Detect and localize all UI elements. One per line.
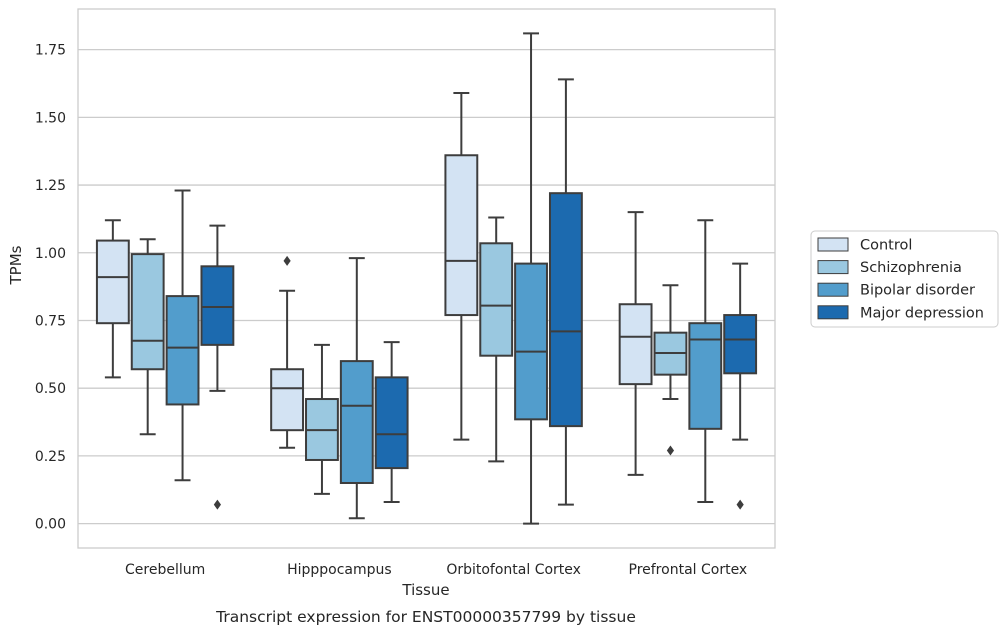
box-schizophrenia — [479, 216, 514, 463]
chart-caption: Transcript expression for ENST0000035779… — [215, 608, 636, 626]
legend-label: Control — [860, 238, 912, 254]
x-tick-label: Cerebellum — [125, 562, 205, 578]
box-iqr — [514, 262, 548, 421]
box-iqr — [548, 192, 583, 428]
box-iqr — [374, 376, 409, 470]
outlier-point — [283, 255, 291, 266]
y-tick-label: 1.25 — [35, 178, 66, 194]
box-control — [444, 91, 479, 441]
legend-swatch — [817, 282, 849, 297]
legend-label: Bipolar disorder — [860, 283, 975, 299]
box-schizophrenia — [653, 284, 688, 456]
box-major-depression — [374, 341, 409, 503]
box-iqr — [270, 368, 305, 432]
box-iqr — [444, 154, 479, 317]
y-tick-label: 0.00 — [35, 517, 66, 533]
x-tick-label: Orbitofontal Cortex — [446, 562, 581, 578]
box-control — [95, 219, 130, 379]
legend-swatch — [817, 260, 849, 275]
y-tick-label: 1.00 — [35, 246, 66, 262]
y-axis-label: TPMs — [7, 245, 25, 285]
outlier-point — [736, 499, 744, 510]
box-iqr — [200, 265, 235, 346]
box-iqr — [130, 253, 165, 371]
legend: Control Schizophrenia Bipolar disorder Majo… — [810, 230, 999, 328]
box-schizophrenia — [305, 343, 339, 495]
box-iqr — [95, 239, 130, 325]
box-bipolar-disorder — [514, 32, 548, 525]
box-control — [618, 211, 653, 476]
y-tick-label: 0.75 — [35, 313, 66, 329]
outlier-point — [213, 499, 221, 510]
box-groups — [95, 32, 758, 525]
box-control — [270, 255, 305, 449]
box-major-depression — [200, 224, 235, 510]
outlier-point — [666, 445, 675, 456]
y-tick-labels: 0.00 0.25 0.50 0.75 1.00 1.25 1.50 1.75 — [35, 43, 66, 533]
x-tick-label: Prefrontal Cortex — [629, 562, 748, 578]
box-bipolar-disorder — [688, 219, 723, 503]
box-major-depression — [723, 262, 758, 510]
y-tick-label: 1.75 — [35, 43, 66, 59]
y-tick-label: 0.50 — [35, 381, 66, 397]
x-tick-label: Hipppocampus — [287, 562, 392, 578]
legend-frame — [810, 230, 999, 328]
box-iqr — [339, 360, 374, 484]
box-schizophrenia — [130, 238, 165, 436]
box-iqr — [479, 242, 514, 357]
plot-frame — [77, 8, 776, 549]
box-iqr — [688, 322, 723, 430]
box-iqr — [165, 295, 200, 406]
y-tick-label: 0.25 — [35, 449, 66, 465]
box-iqr — [618, 303, 653, 386]
legend-swatch — [817, 237, 849, 252]
legend-label: Major depression — [860, 305, 984, 321]
box-major-depression — [548, 78, 583, 506]
x-axis-label: Tissue — [401, 581, 449, 599]
legend-label: Schizophrenia — [860, 260, 962, 276]
x-tick-labels: Cerebellum Hipppocampus Orbitofontal Corte… — [125, 562, 747, 578]
box-bipolar-disorder — [165, 189, 200, 482]
box-iqr — [723, 314, 758, 375]
y-tick-label: 1.50 — [35, 110, 66, 126]
legend-swatch — [817, 305, 849, 320]
box-bipolar-disorder — [339, 257, 374, 520]
